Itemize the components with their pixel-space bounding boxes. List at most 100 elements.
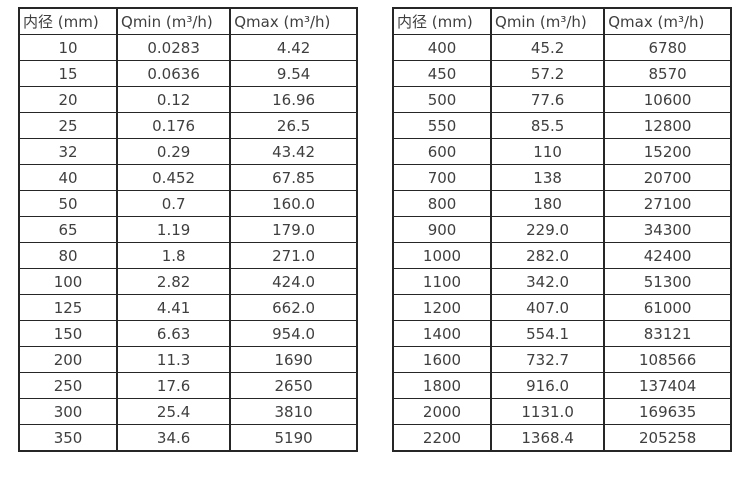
table-cell: 25 [17,112,119,139]
table-row: 1100 342.0 51300 [391,268,732,295]
table-row: 2000 1131.0 169635 [391,398,732,425]
table-cell: 4.41 [116,294,232,321]
table-row: 500 77.6 10600 [391,86,732,113]
table-cell: 20700 [603,164,732,191]
table-cell: 732.7 [490,346,606,373]
table-cell: 1600 [391,346,493,373]
table-cell: 160.0 [229,190,358,217]
table-cell: 150 [17,320,119,347]
table-cell: 108566 [603,346,732,373]
table-cell: 600 [391,138,493,165]
table-cell: 65 [17,216,119,243]
flow-rate-tables-container: 内径 (mm) Qmin (m³/h) Qmax (m³/h) 10 0.0283 4.… [17,7,732,452]
table-cell: 424.0 [229,268,358,295]
table-cell: 3810 [229,398,358,425]
table-row: 50 0.7 160.0 [17,190,358,217]
table-cell: 450 [391,60,493,87]
table-cell: 2000 [391,398,493,425]
table-cell: 8570 [603,60,732,87]
table-cell: 10600 [603,86,732,113]
table-row: 2200 1368.4 205258 [391,424,732,452]
table-cell: 1.19 [116,216,232,243]
table-row: 550 85.5 12800 [391,112,732,139]
table-cell: 4.42 [229,34,358,61]
table-cell: 125 [17,294,119,321]
table-cell: 300 [17,398,119,425]
table-cell: 1131.0 [490,398,606,425]
table-cell: 2.82 [116,268,232,295]
table-cell: 67.85 [229,164,358,191]
table-row: 1600 732.7 108566 [391,346,732,373]
table-row: 1200 407.0 61000 [391,294,732,321]
table-cell: 1368.4 [490,424,606,452]
table-cell: 0.176 [116,112,232,139]
table-cell: 200 [17,346,119,373]
header-row: 内径 (mm) Qmin (m³/h) Qmax (m³/h) [391,7,732,35]
table-row: 125 4.41 662.0 [17,294,358,321]
column-header: 内径 (mm) [17,7,119,35]
table-cell: 1000 [391,242,493,269]
table-cell: 61000 [603,294,732,321]
column-header: Qmin (m³/h) [490,7,606,35]
table-row: 1000 282.0 42400 [391,242,732,269]
table-cell: 2200 [391,424,493,452]
table-cell: 0.7 [116,190,232,217]
header-row: 内径 (mm) Qmin (m³/h) Qmax (m³/h) [17,7,358,35]
table-cell: 137404 [603,372,732,399]
table-row: 900 229.0 34300 [391,216,732,243]
table-cell: 0.12 [116,86,232,113]
table-row: 450 57.2 8570 [391,60,732,87]
table-row: 32 0.29 43.42 [17,138,358,165]
table-cell: 9.54 [229,60,358,87]
table-cell: 45.2 [490,34,606,61]
table-cell: 26.5 [229,112,358,139]
table-cell: 110 [490,138,606,165]
table-cell: 271.0 [229,242,358,269]
table-row: 65 1.19 179.0 [17,216,358,243]
table-cell: 85.5 [490,112,606,139]
table-cell: 100 [17,268,119,295]
table-cell: 57.2 [490,60,606,87]
table-cell: 27100 [603,190,732,217]
table-cell: 1.8 [116,242,232,269]
table-cell: 80 [17,242,119,269]
table-cell: 916.0 [490,372,606,399]
table-row: 40 0.452 67.85 [17,164,358,191]
table-row: 1800 916.0 137404 [391,372,732,399]
table-cell: 20 [17,86,119,113]
table-row: 250 17.6 2650 [17,372,358,399]
table-cell: 15 [17,60,119,87]
table-cell: 800 [391,190,493,217]
table-cell: 17.6 [116,372,232,399]
table-cell: 700 [391,164,493,191]
table-cell: 2650 [229,372,358,399]
table-cell: 1800 [391,372,493,399]
table-cell: 51300 [603,268,732,295]
table-row: 80 1.8 271.0 [17,242,358,269]
table-cell: 32 [17,138,119,165]
table-cell: 180 [490,190,606,217]
table-row: 100 2.82 424.0 [17,268,358,295]
table-cell: 954.0 [229,320,358,347]
table-row: 400 45.2 6780 [391,34,732,61]
table-cell: 6780 [603,34,732,61]
table-row: 600 110 15200 [391,138,732,165]
table-row: 1400 554.1 83121 [391,320,732,347]
table-row: 800 180 27100 [391,190,732,217]
table-cell: 50 [17,190,119,217]
table-cell: 34300 [603,216,732,243]
table-row: 10 0.0283 4.42 [17,34,358,61]
table-cell: 0.29 [116,138,232,165]
table-cell: 43.42 [229,138,358,165]
table-row: 350 34.6 5190 [17,424,358,452]
table-cell: 282.0 [490,242,606,269]
table-cell: 554.1 [490,320,606,347]
table-cell: 138 [490,164,606,191]
column-header: Qmax (m³/h) [603,7,732,35]
table-cell: 500 [391,86,493,113]
table-cell: 350 [17,424,119,452]
table-cell: 1400 [391,320,493,347]
table-row: 15 0.0636 9.54 [17,60,358,87]
table-row: 25 0.176 26.5 [17,112,358,139]
table-cell: 15200 [603,138,732,165]
